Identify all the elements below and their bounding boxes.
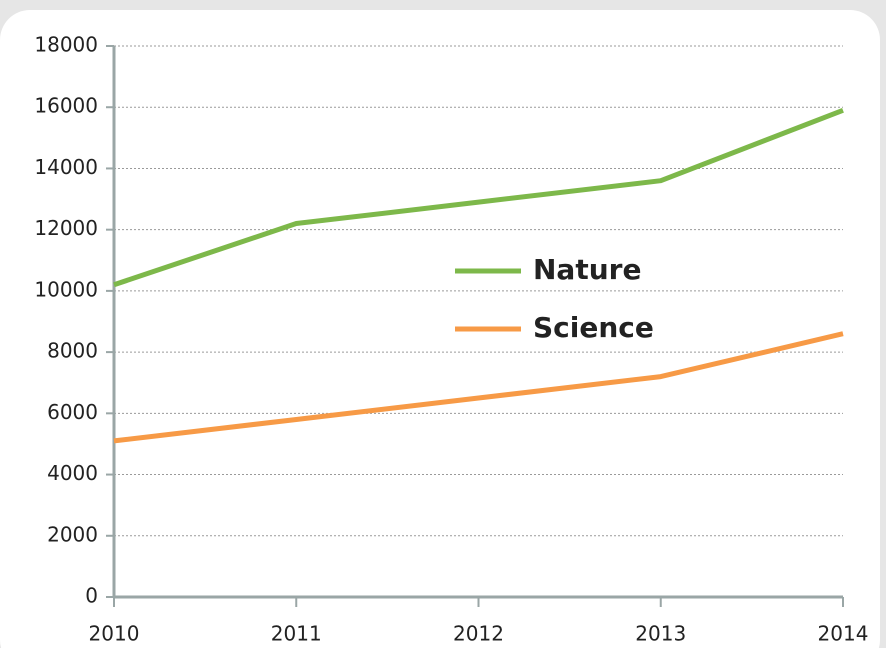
series-line — [113, 107, 844, 288]
y-tick-label: 12000 — [34, 216, 98, 240]
y-tick-label: 6000 — [47, 400, 98, 424]
y-tick-label: 18000 — [34, 33, 98, 57]
y-tick-label: 4000 — [47, 461, 98, 485]
y-tick-label: 14000 — [34, 155, 98, 179]
y-tick-label: 16000 — [34, 94, 98, 118]
x-tick-label: 2014 — [818, 622, 869, 646]
series-line — [113, 331, 844, 444]
y-tick-label: 0 — [85, 584, 98, 608]
y-tick-label: 8000 — [47, 339, 98, 363]
y-tick-label: 10000 — [34, 277, 98, 301]
y-tick-label: 2000 — [47, 522, 98, 546]
x-tick-label: 2012 — [453, 622, 504, 646]
legend-label: Nature — [533, 253, 641, 286]
x-tick-label: 2013 — [635, 622, 686, 646]
x-tick-label: 2010 — [89, 622, 140, 646]
x-tick-label: 2011 — [271, 622, 322, 646]
chart-background — [0, 10, 880, 648]
legend-label: Science — [533, 311, 654, 344]
